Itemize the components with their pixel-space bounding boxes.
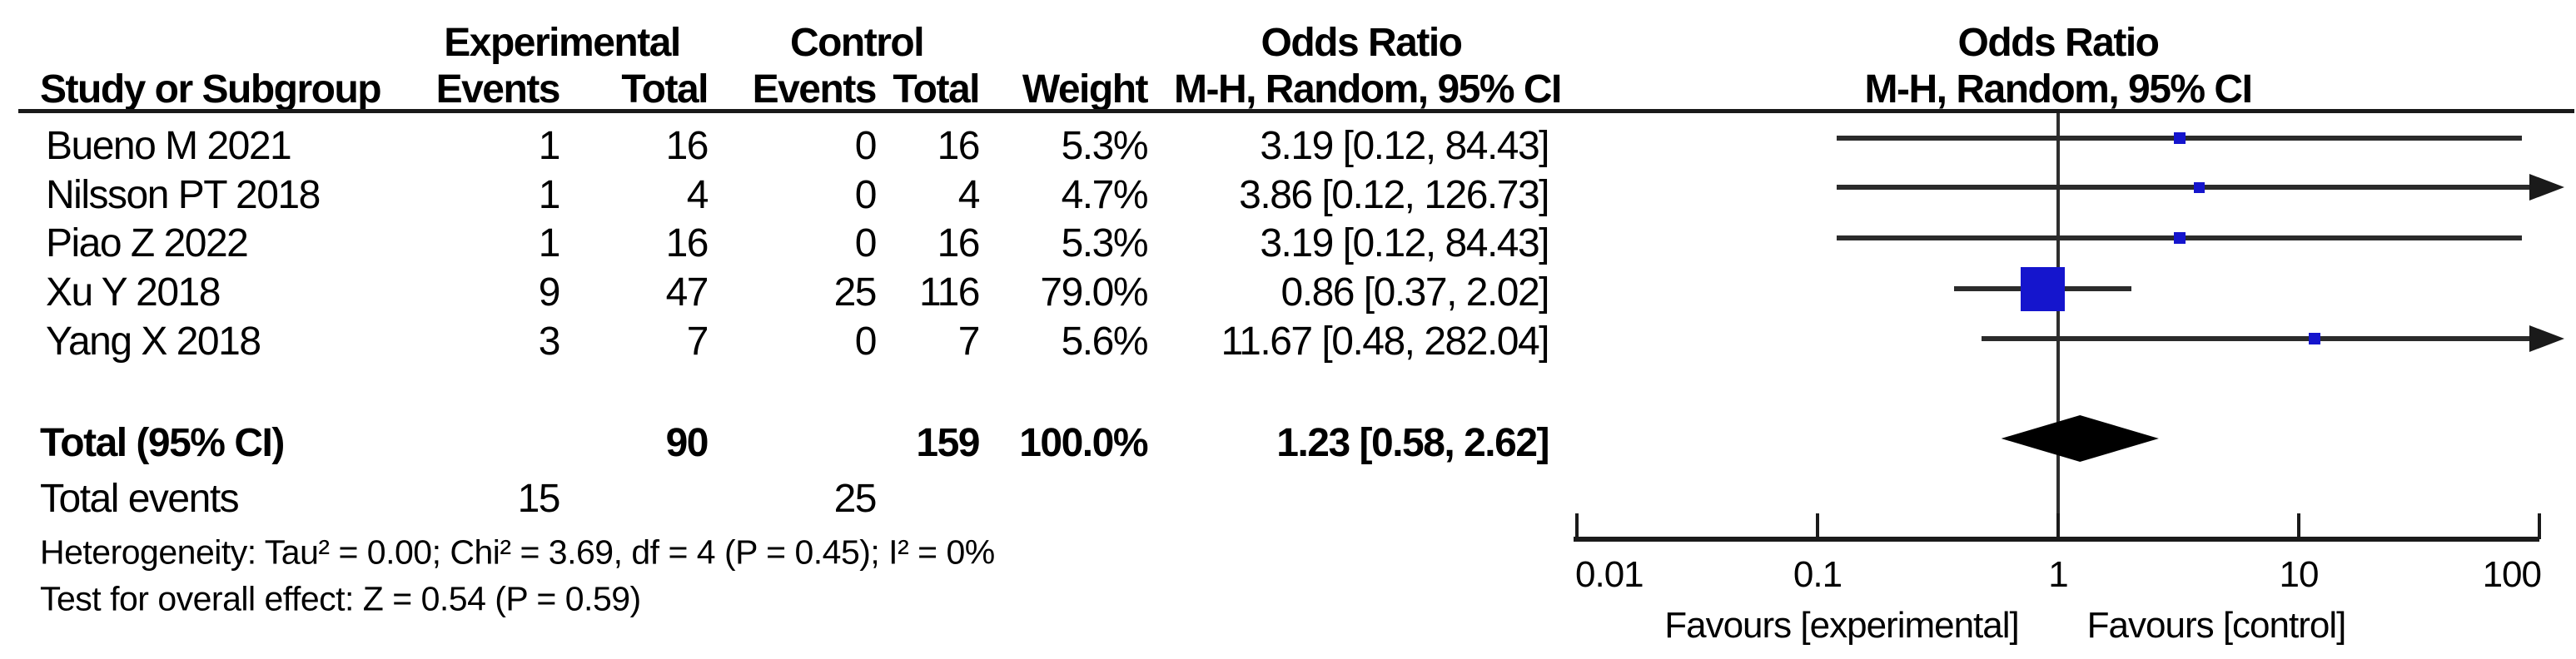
total-control-cell: 116 <box>918 270 981 315</box>
weight-cell: 5.6% <box>1061 320 1149 364</box>
events-experimental-cell: 1 <box>538 124 561 168</box>
axis-tick <box>1575 513 1579 539</box>
x-axis-line <box>1574 537 2539 542</box>
weight-cell: 4.7% <box>1061 173 1149 217</box>
overall-effect-note: Test for overall effect: Z = 0.54 (P = 0… <box>40 579 641 618</box>
events-control-cell: 0 <box>854 124 878 168</box>
column-header-events-control: Events <box>752 67 878 111</box>
axis-tick <box>1816 513 1819 539</box>
column-header-mh-random-ci-plot: M-H, Random, 95% CI <box>1864 67 2253 111</box>
axis-tick-label: 100 <box>2482 554 2542 595</box>
favours-experimental-label: Favours [experimental] <box>1664 605 2020 646</box>
events-control-cell: 0 <box>854 221 878 265</box>
ci-arrow-right-icon <box>2529 174 2564 201</box>
ci-line <box>1981 336 2531 341</box>
total-control-value: 159 <box>916 421 980 465</box>
events-control-cell: 0 <box>854 320 878 364</box>
column-group-odds-ratio-table: Odds Ratio <box>1261 21 1463 65</box>
total-row-label: Total (95% CI) <box>40 421 285 465</box>
or-ci-text-cell: 3.19 [0.12, 84.43] <box>1260 124 1549 168</box>
column-group-experimental: Experimental <box>444 21 681 65</box>
column-header-weight: Weight <box>1022 67 1149 111</box>
heterogeneity-note: Heterogeneity: Tau² = 0.00; Chi² = 3.69,… <box>40 533 995 572</box>
total-experimental-cell: 7 <box>686 320 709 364</box>
axis-tick-label: 0.1 <box>1793 554 1842 595</box>
or-marker-square <box>2309 333 2320 344</box>
events-experimental-cell: 1 <box>538 221 561 265</box>
study-name-cell: Bueno M 2021 <box>46 124 292 168</box>
column-header-events-experimental: Events <box>435 67 561 111</box>
total-experimental-cell: 16 <box>665 124 709 168</box>
total-control-cell: 4 <box>957 173 981 217</box>
study-name-cell: Piao Z 2022 <box>46 221 249 265</box>
axis-tick <box>2297 513 2300 539</box>
total-experimental-cell: 4 <box>686 173 709 217</box>
axis-tick <box>2056 513 2060 539</box>
column-header-total-experimental: Total <box>621 67 709 111</box>
total-experimental-cell: 47 <box>665 270 709 315</box>
or-ci-text-cell: 3.86 [0.12, 126.73] <box>1239 173 1549 217</box>
column-header-mh-random-ci-table: M-H, Random, 95% CI <box>1174 67 1562 111</box>
total-or-ci-text: 1.23 [0.58, 2.62] <box>1276 421 1549 465</box>
reference-line-or-1 <box>2056 113 2060 539</box>
total-events-experimental: 15 <box>517 477 561 521</box>
total-control-cell: 16 <box>937 124 981 168</box>
column-header-total-control: Total <box>893 67 980 111</box>
weight-cell: 5.3% <box>1061 124 1149 168</box>
events-experimental-cell: 1 <box>538 173 561 217</box>
total-control-cell: 16 <box>937 221 981 265</box>
total-experimental-value: 90 <box>665 421 709 465</box>
weight-cell: 5.3% <box>1061 221 1149 265</box>
study-name-cell: Xu Y 2018 <box>46 270 221 315</box>
header-rule <box>18 109 2574 113</box>
column-group-control: Control <box>789 21 925 65</box>
ci-arrow-right-icon <box>2529 325 2564 352</box>
axis-tick-label: 0.01 <box>1575 554 1644 595</box>
or-ci-text-cell: 0.86 [0.37, 2.02] <box>1281 270 1550 315</box>
events-experimental-cell: 3 <box>538 320 561 364</box>
column-group-odds-ratio-plot: Odds Ratio <box>1957 21 2160 65</box>
ci-line <box>1836 185 2531 190</box>
study-name-cell: Nilsson PT 2018 <box>46 173 321 217</box>
summary-diamond <box>2001 415 2159 462</box>
or-marker-square <box>2174 132 2186 144</box>
or-marker-square <box>2194 182 2205 193</box>
or-marker-square <box>2021 267 2065 311</box>
or-marker-square <box>2174 232 2186 244</box>
events-control-cell: 25 <box>833 270 878 315</box>
total-events-label: Total events <box>40 477 240 521</box>
study-name-cell: Yang X 2018 <box>46 320 261 364</box>
axis-tick-label: 10 <box>2279 554 2320 595</box>
or-ci-text-cell: 11.67 [0.48, 282.04] <box>1221 320 1550 364</box>
weight-cell: 79.0% <box>1040 270 1148 315</box>
favours-control-label: Favours [control] <box>2086 605 2347 646</box>
total-events-control: 25 <box>833 477 878 521</box>
column-header-study: Study or Subgroup <box>40 67 382 111</box>
axis-tick <box>2538 513 2541 539</box>
axis-tick-label: 1 <box>2048 554 2068 595</box>
events-control-cell: 0 <box>854 173 878 217</box>
or-ci-text-cell: 3.19 [0.12, 84.43] <box>1260 221 1549 265</box>
total-control-cell: 7 <box>957 320 981 364</box>
total-weight-value: 100.0% <box>1019 421 1148 465</box>
total-experimental-cell: 16 <box>665 221 709 265</box>
events-experimental-cell: 9 <box>538 270 561 315</box>
